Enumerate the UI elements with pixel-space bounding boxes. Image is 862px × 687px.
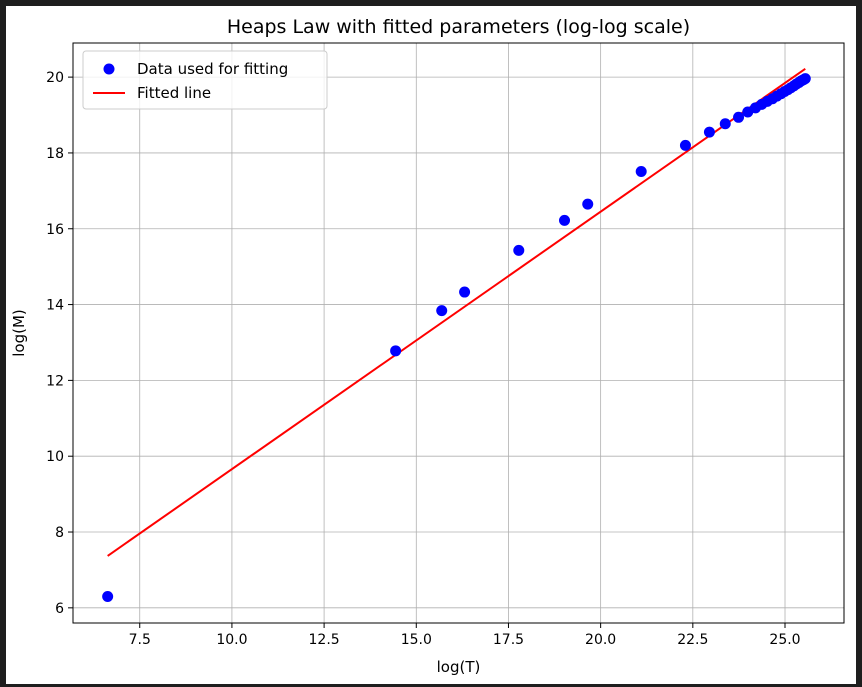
x-tick-label: 25.0 [769, 632, 800, 648]
data-point [513, 244, 525, 256]
chart-figure: Heaps Law with fitted parameters (log-lo… [6, 6, 856, 684]
x-tick-label: 20.0 [585, 632, 616, 648]
legend-box [82, 50, 328, 110]
y-tick-label: 6 [55, 601, 64, 617]
y-tick-label: 8 [55, 525, 64, 541]
data-point [703, 126, 715, 138]
data-point [582, 198, 594, 210]
fitted-line [107, 67, 806, 557]
x-tick-label: 17.5 [493, 632, 524, 648]
y-tick-label: 10 [46, 449, 64, 465]
y-tick-label: 20 [46, 70, 64, 86]
y-tick-label: 12 [46, 373, 64, 389]
legend-line-label: Fitted line [137, 84, 211, 102]
y-axis-label: log(M) [10, 309, 28, 357]
x-axis-label: log(T) [437, 658, 481, 676]
chart-title: Heaps Law with fitted parameters (log-lo… [227, 16, 690, 38]
y-tick-label: 18 [46, 146, 64, 162]
data-point [719, 118, 731, 130]
data-point [799, 73, 811, 85]
legend: Data used for fitting Fitted line [82, 50, 328, 110]
data-layer [102, 67, 811, 602]
data-point [436, 305, 448, 317]
data-point [733, 111, 745, 123]
data-point [102, 590, 114, 602]
x-tick-label: 22.5 [677, 632, 708, 648]
ticks-layer: 7.5 10.0 12.5 15.0 17.5 20.0 22.5 25.0 6 8 10 12 14 1… [46, 70, 800, 648]
legend-scatter-marker [103, 63, 115, 75]
data-point [679, 139, 691, 151]
y-tick-label: 16 [46, 222, 64, 238]
x-tick-label: 7.5 [129, 632, 151, 648]
data-point [390, 345, 402, 357]
x-tick-label: 12.5 [309, 632, 340, 648]
grid-layer [73, 43, 844, 623]
legend-scatter-label: Data used for fitting [137, 60, 288, 78]
data-point [635, 166, 647, 178]
plot-frame [72, 42, 845, 624]
x-tick-label: 15.0 [401, 632, 432, 648]
data-point [559, 214, 571, 226]
data-point [459, 286, 471, 298]
chart-svg: Heaps Law with fitted parameters (log-lo… [10, 16, 845, 676]
y-tick-label: 14 [46, 298, 64, 314]
x-tick-label: 10.0 [216, 632, 247, 648]
